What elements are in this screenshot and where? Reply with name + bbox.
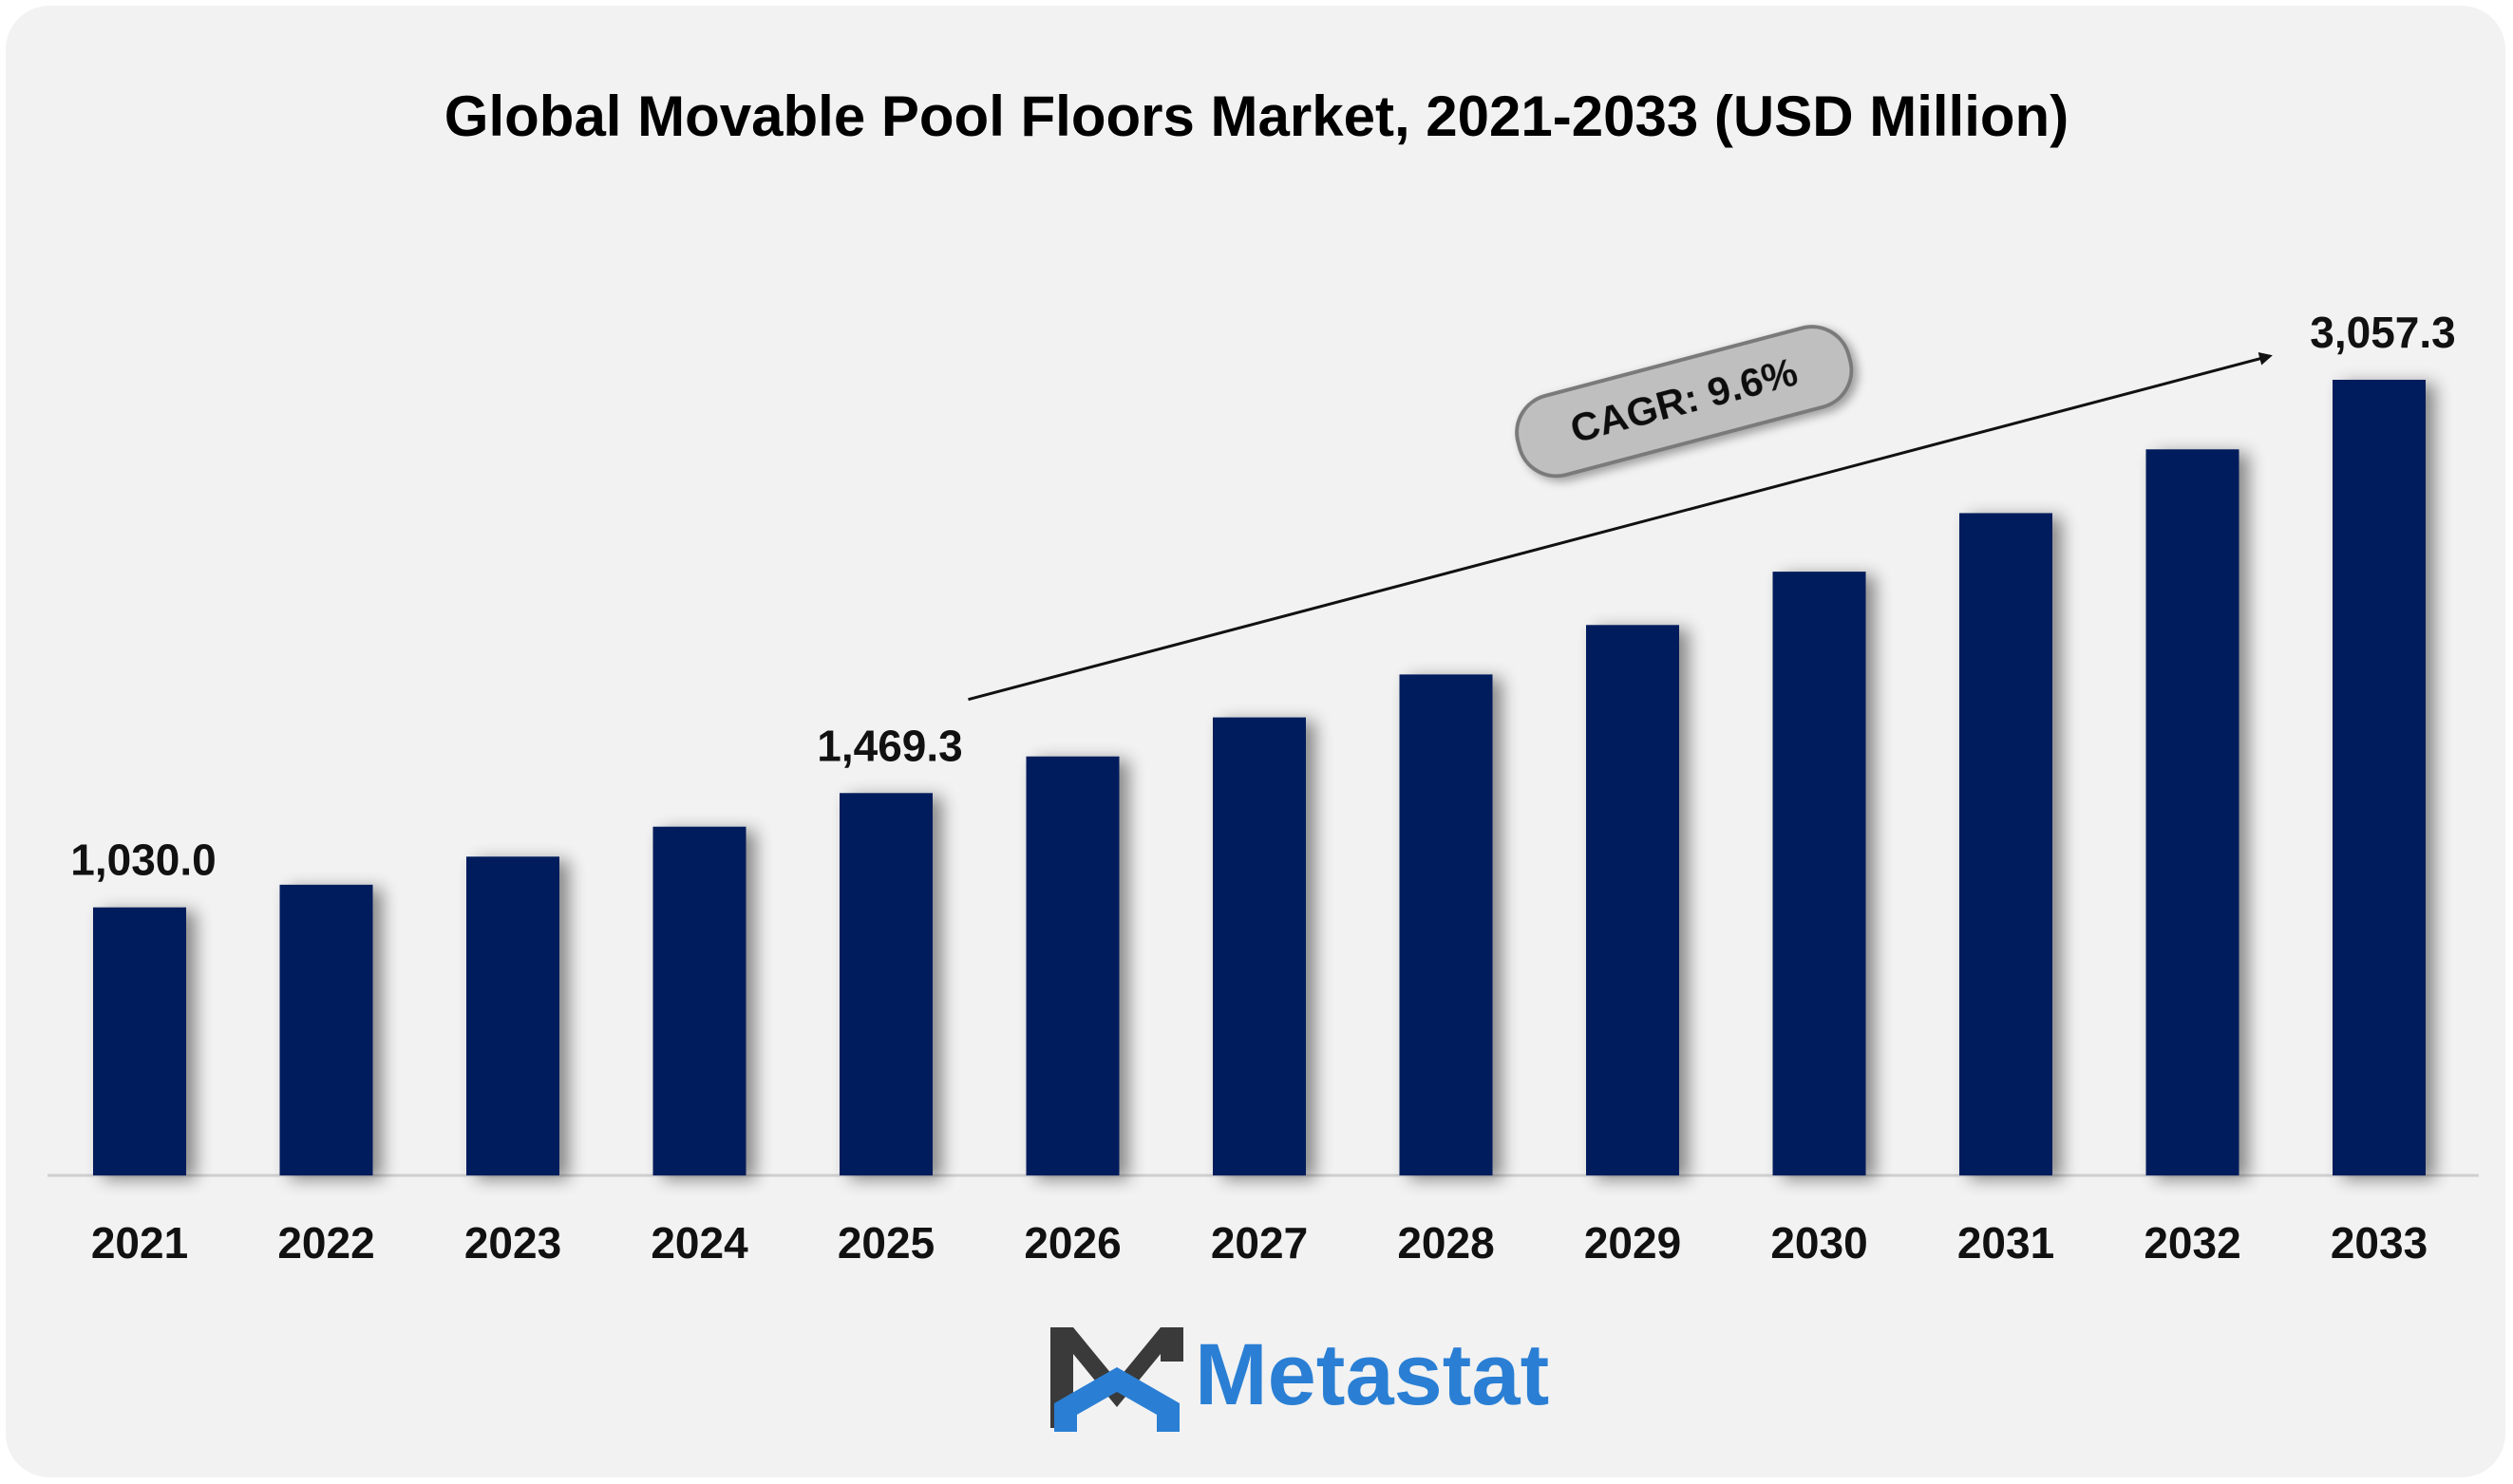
bar-2029 — [1586, 625, 1679, 1175]
x-tick-label: 2027 — [1211, 1218, 1308, 1268]
bar-2025 — [840, 793, 933, 1175]
bar-2027 — [1213, 717, 1306, 1175]
bar-2032 — [2145, 449, 2239, 1175]
x-tick-label: 2028 — [1397, 1218, 1494, 1268]
bar-2024 — [652, 826, 746, 1175]
x-tick-label: 2021 — [91, 1218, 188, 1268]
cagr-badge: CAGR: 9.6% — [1515, 325, 1854, 479]
x-tick-label: 2030 — [1770, 1218, 1867, 1268]
metastat-m-logo-icon — [1050, 1327, 1183, 1432]
chart-title: Global Movable Pool Floors Market, 2021-… — [444, 85, 2069, 148]
cagr-badge-shape — [1515, 325, 1854, 479]
data-label-2033: 3,057.3 — [2310, 308, 2455, 357]
bar-2026 — [1026, 756, 1120, 1175]
x-tick-label: 2022 — [277, 1218, 374, 1268]
x-tick-label: 2033 — [2331, 1218, 2428, 1268]
bar-2033 — [2333, 380, 2426, 1175]
bar-2031 — [1959, 513, 2052, 1175]
x-tick-label: 2024 — [651, 1218, 748, 1268]
bar-2021 — [93, 907, 186, 1175]
x-tick-label: 2029 — [1584, 1218, 1681, 1268]
cagr-arrow — [968, 352, 2273, 702]
x-tick-label: 2023 — [464, 1218, 561, 1268]
x-tick-label: 2025 — [838, 1218, 935, 1268]
x-tick-label: 2032 — [2144, 1218, 2240, 1268]
bar-2028 — [1399, 674, 1493, 1175]
bar-2030 — [1772, 572, 1866, 1175]
data-label-2021: 1,030.0 — [70, 836, 216, 885]
bar-2022 — [279, 884, 373, 1175]
x-tick-label: 2031 — [1957, 1218, 2054, 1268]
x-tick-label: 2026 — [1024, 1218, 1121, 1268]
bar-2023 — [466, 856, 559, 1175]
brand-logo-text: Metastat — [1195, 1326, 1550, 1423]
data-label-2025: 1,469.3 — [817, 721, 962, 770]
